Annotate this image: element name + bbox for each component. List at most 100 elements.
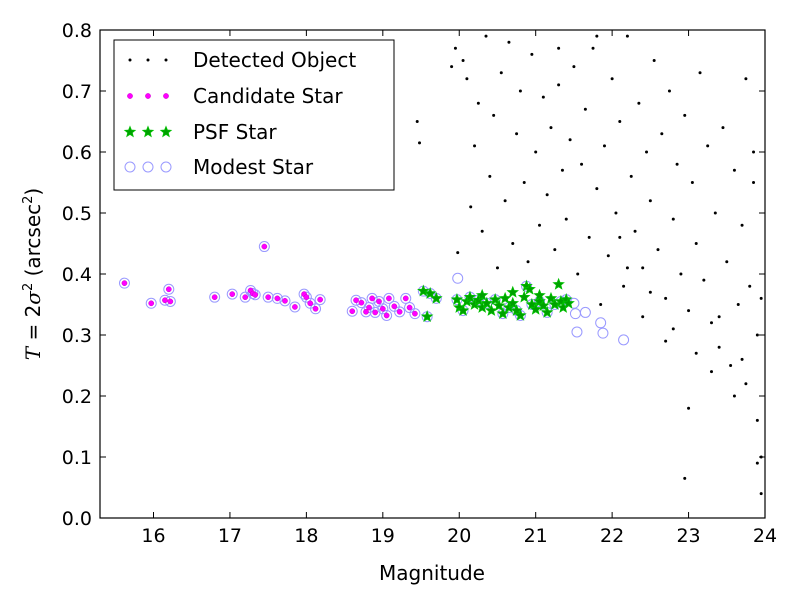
detected-object-point xyxy=(706,144,710,148)
candidate-star-point xyxy=(317,296,323,303)
detected-object-point xyxy=(591,46,595,50)
candidate-star-point xyxy=(167,298,174,305)
y-axis-equals: = 2 xyxy=(21,305,45,347)
detected-object-point xyxy=(557,83,561,87)
candidate-star-point xyxy=(162,297,168,304)
x-tick-label: 22 xyxy=(600,525,624,547)
legend: Detected Object Candidate Star PSF Star … xyxy=(113,39,395,191)
detected-object-point xyxy=(759,296,763,300)
legend-box xyxy=(113,39,395,191)
candidate-star-points xyxy=(121,243,418,319)
detected-object-point xyxy=(652,59,656,62)
y-axis-symbol: T xyxy=(21,345,45,360)
detected-object-point xyxy=(633,229,637,233)
detected-object-point xyxy=(568,138,572,142)
detected-object-point xyxy=(721,126,725,130)
detected-object-point xyxy=(717,315,721,319)
modest-star-point xyxy=(381,309,393,321)
detected-object-point xyxy=(740,357,744,361)
x-tick-label: 19 xyxy=(371,525,395,547)
y-tick-label: 0.7 xyxy=(62,81,92,103)
y-axis-unit-open: (arcsec xyxy=(21,204,45,283)
psf-star-point xyxy=(423,286,437,299)
legend-label-modest: Modest Star xyxy=(193,155,314,179)
detected-object-point xyxy=(580,162,584,166)
detected-object-point xyxy=(618,120,622,123)
detected-object-point xyxy=(545,193,549,197)
psf-star-point xyxy=(417,284,430,297)
modest-star-point xyxy=(346,305,358,317)
legend-marker-symbol xyxy=(127,93,133,99)
x-tick-label: 20 xyxy=(447,525,471,547)
detected-object-point xyxy=(641,266,645,270)
psf-star-points xyxy=(417,277,575,323)
detected-object-point xyxy=(473,144,477,148)
modest-star-point xyxy=(569,308,581,320)
detected-object-point xyxy=(694,242,698,245)
detected-object-point xyxy=(679,272,683,276)
detected-object-point xyxy=(480,229,484,233)
detected-object-point xyxy=(515,132,519,136)
psf-star-point xyxy=(552,277,565,290)
candidate-star-point xyxy=(372,309,379,316)
detected-object-point xyxy=(518,89,522,93)
y-axis-sigma-exponent: 2 xyxy=(21,283,36,291)
modest-star-point xyxy=(298,288,310,300)
detected-object-point xyxy=(755,461,759,465)
legend-marker-symbol xyxy=(164,58,168,62)
detected-object-point xyxy=(534,150,538,154)
candidate-star-point xyxy=(261,243,268,250)
detected-object-point xyxy=(488,174,492,178)
modest-star-point xyxy=(262,291,274,303)
detected-object-point xyxy=(499,71,503,75)
modest-star-point xyxy=(209,291,221,303)
psf-star-point xyxy=(544,291,558,304)
detected-object-point xyxy=(732,394,736,398)
candidate-star-point xyxy=(412,310,418,317)
detected-object-point xyxy=(522,181,526,184)
detected-object-point xyxy=(752,181,756,184)
detected-object-point xyxy=(560,168,564,172)
candidate-star-point xyxy=(366,304,372,311)
candidate-star-point xyxy=(303,294,310,301)
detected-object-point xyxy=(583,107,587,111)
detected-object-point xyxy=(671,217,675,221)
x-tick-label: 23 xyxy=(676,525,700,547)
detected-object-point xyxy=(713,211,717,215)
legend-marker-symbol xyxy=(123,125,137,138)
psf-star-point xyxy=(480,296,494,309)
x-tick-label: 18 xyxy=(294,525,318,547)
candidate-star-point xyxy=(391,303,398,310)
modest-star-point xyxy=(271,292,283,304)
detected-object-point xyxy=(664,296,668,300)
detected-object-point xyxy=(637,101,641,105)
psf-star-point xyxy=(506,285,520,298)
modest-star-point xyxy=(383,292,395,304)
psf-star-point xyxy=(510,304,523,316)
legend-label-psf: PSF Star xyxy=(193,120,277,144)
candidate-star-point xyxy=(274,295,281,302)
modest-star-point xyxy=(394,306,406,318)
y-axis-unit-close: ) xyxy=(21,188,45,196)
psf-star-point xyxy=(475,288,489,301)
y-axis-unit-exponent: 2 xyxy=(21,196,36,204)
detected-object-point xyxy=(660,132,664,136)
candidate-star-point xyxy=(165,286,172,293)
psf-star-point xyxy=(450,293,464,305)
modest-star-point xyxy=(289,301,301,313)
y-tick-label: 0.5 xyxy=(62,203,92,225)
legend-marker-symbol xyxy=(160,161,172,173)
detected-object-point xyxy=(492,113,496,117)
candidate-star-point xyxy=(229,291,236,297)
detected-object-point xyxy=(450,65,454,69)
psf-star-point xyxy=(472,293,485,306)
y-axis-title: T = 2σ2 (arcsec2) xyxy=(21,188,45,361)
detected-object-point xyxy=(648,199,652,203)
detected-object-point xyxy=(694,351,698,355)
modest-star-point xyxy=(226,288,238,300)
psf-star-point xyxy=(523,282,536,295)
detected-object-point xyxy=(507,40,511,44)
detected-object-point xyxy=(625,266,629,270)
detected-object-point xyxy=(683,476,687,480)
candidate-star-point xyxy=(369,295,375,302)
